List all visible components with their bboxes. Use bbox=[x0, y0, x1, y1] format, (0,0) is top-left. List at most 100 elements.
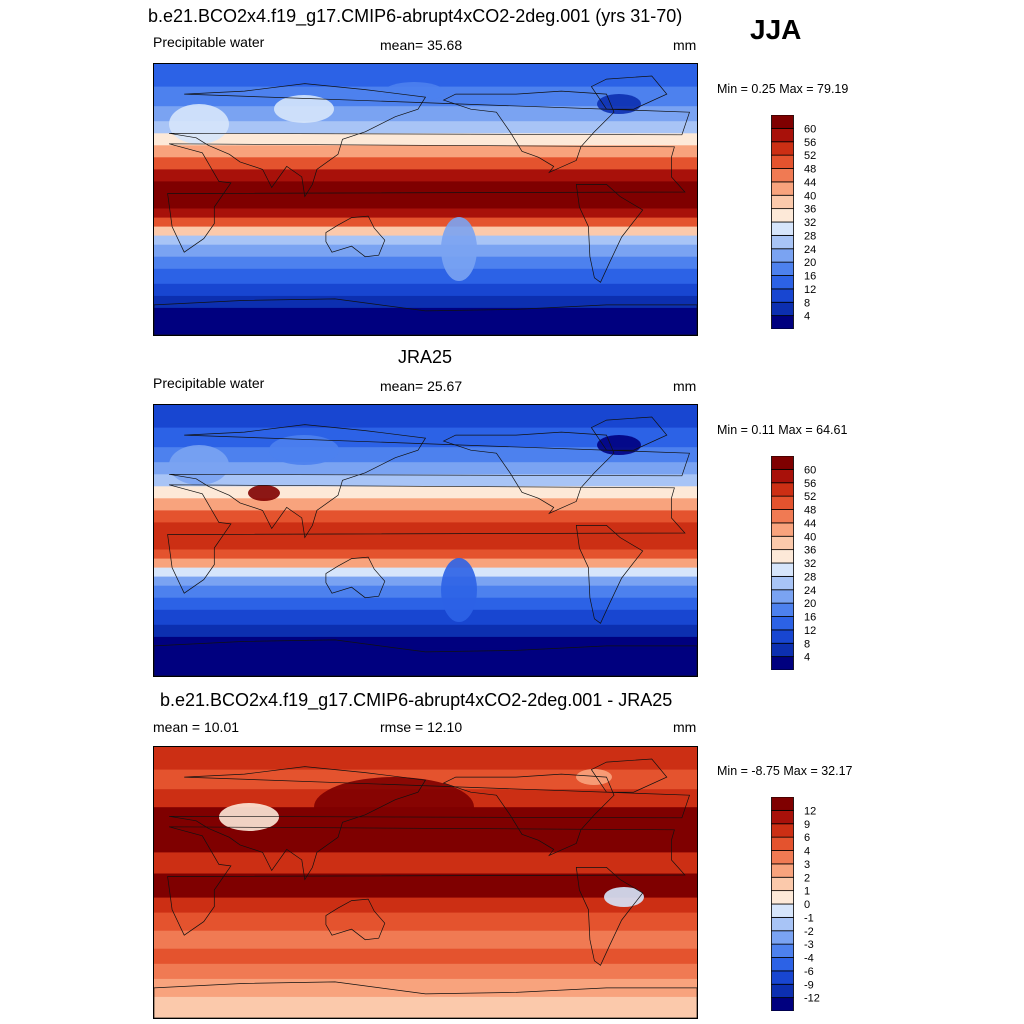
field-feature bbox=[604, 887, 644, 907]
colorbar-box bbox=[771, 562, 794, 577]
field-band bbox=[154, 244, 697, 258]
colorbar-tick-label: 1 bbox=[804, 886, 810, 898]
coastline bbox=[325, 898, 386, 941]
colorbar-tick-label: 44 bbox=[804, 518, 816, 530]
colorbar-box bbox=[771, 876, 794, 892]
colorbar-tick-label: 8 bbox=[804, 297, 810, 309]
field-feature bbox=[169, 104, 229, 144]
colorbar-box bbox=[771, 535, 794, 551]
panel-1-variable-label: Precipitable water bbox=[153, 34, 265, 50]
field-band bbox=[154, 486, 697, 499]
colorbar-tick-label: -6 bbox=[804, 966, 814, 978]
panel-2-map bbox=[153, 404, 698, 677]
coastline bbox=[154, 298, 697, 335]
colorbar-tick-label: 2 bbox=[804, 872, 810, 884]
colorbar-tick-label: 8 bbox=[804, 638, 810, 650]
field-band bbox=[154, 585, 697, 599]
field-feature bbox=[248, 485, 280, 501]
panel-2-mean-label: mean= 25.67 bbox=[380, 378, 463, 394]
field-band bbox=[154, 208, 697, 218]
coastline bbox=[154, 981, 697, 1018]
colorbar-box bbox=[771, 509, 794, 524]
field-band bbox=[154, 181, 697, 209]
colorbar-tick-label: 36 bbox=[804, 204, 816, 216]
coastline bbox=[167, 826, 686, 936]
colorbar-box bbox=[771, 616, 794, 631]
field-band bbox=[154, 948, 697, 965]
colorbar-tick-label: 4 bbox=[804, 846, 810, 858]
colorbar-tick-label: 12 bbox=[804, 625, 816, 637]
coastline bbox=[167, 484, 686, 594]
field-band bbox=[154, 64, 697, 88]
field-band bbox=[154, 217, 697, 228]
panel-1-title: b.e21.BCO2x4.f19_g17.CMIP6-abrupt4xCO2-2… bbox=[148, 6, 683, 26]
field-band bbox=[154, 576, 697, 587]
colorbar-tick-label: 28 bbox=[804, 571, 816, 583]
colorbar-box bbox=[771, 248, 794, 263]
colorbar-box bbox=[771, 275, 794, 290]
coastline bbox=[575, 184, 644, 283]
colorbar-tick-label: 6 bbox=[804, 832, 810, 844]
colorbar-box bbox=[771, 234, 794, 250]
coastline bbox=[442, 90, 615, 174]
panel-3-rmse-label: rmse = 12.10 bbox=[380, 719, 463, 735]
colorbar-tick-label: -9 bbox=[804, 979, 814, 991]
colorbar-tick-label: 20 bbox=[804, 598, 816, 610]
coastline bbox=[590, 758, 668, 793]
field-band bbox=[154, 912, 697, 932]
coastline bbox=[442, 773, 615, 857]
field-band bbox=[154, 498, 697, 511]
colorbar-box bbox=[771, 549, 794, 564]
field-band bbox=[154, 897, 697, 914]
field-feature bbox=[441, 217, 477, 281]
colorbar-box bbox=[771, 127, 794, 143]
field-band bbox=[154, 636, 697, 650]
colorbar-box bbox=[771, 916, 794, 932]
field-band bbox=[154, 648, 697, 676]
panel-3-map bbox=[153, 746, 698, 1019]
colorbar-box bbox=[771, 823, 794, 838]
field-band bbox=[154, 978, 697, 998]
colorbar-box bbox=[771, 455, 794, 470]
colorbar-box bbox=[771, 194, 794, 210]
field-band bbox=[154, 283, 697, 297]
colorbar-box bbox=[771, 301, 794, 317]
field-feature bbox=[597, 94, 641, 114]
coastline bbox=[325, 215, 386, 258]
panel-1-colorbar: 4 8 12 16 20 24 28 32 36 40 44 48 52 56 60 bbox=[771, 114, 841, 330]
panel-2-variable-label: Precipitable water bbox=[153, 375, 265, 391]
colorbar-tick-label: 40 bbox=[804, 190, 816, 202]
panel-3-colorbar: -12 -9 -6 -4 -3 -2 -1 0 1 2 3 4 6 9 12 bbox=[771, 796, 841, 1012]
colorbar-tick-label: 12 bbox=[804, 805, 816, 817]
panel-3-title: b.e21.BCO2x4.f19_g17.CMIP6-abrupt4xCO2-2… bbox=[160, 690, 673, 710]
colorbar-tick-label: 48 bbox=[804, 164, 816, 176]
colorbar-box bbox=[771, 983, 794, 999]
field-feature bbox=[169, 445, 229, 485]
colorbar-tick-label: -12 bbox=[804, 993, 820, 1005]
colorbar-tick-label: 44 bbox=[804, 177, 816, 189]
colorbar-box bbox=[771, 495, 794, 510]
colorbar-tick-label: -1 bbox=[804, 912, 814, 924]
panel-2-units: mm bbox=[673, 378, 697, 394]
panel-3-minmax: Min = -8.75 Max = 32.17 bbox=[717, 764, 853, 778]
colorbar-box bbox=[771, 796, 794, 811]
field-band bbox=[154, 169, 697, 182]
field-band bbox=[154, 837, 697, 853]
field-band bbox=[154, 996, 697, 1018]
field-band bbox=[154, 558, 697, 569]
field-band bbox=[154, 963, 697, 980]
field-band bbox=[154, 268, 697, 285]
colorbar-tick-label: 0 bbox=[804, 899, 810, 911]
colorbar-box bbox=[771, 642, 794, 658]
coastline bbox=[325, 556, 386, 599]
colorbar-box bbox=[771, 221, 794, 236]
field-band bbox=[154, 295, 697, 309]
field-band bbox=[154, 747, 697, 771]
colorbar-box bbox=[771, 629, 794, 644]
colorbar-box bbox=[771, 181, 794, 196]
colorbar-box bbox=[771, 850, 794, 865]
colorbar-box bbox=[771, 863, 794, 878]
colorbar-tick-label: 9 bbox=[804, 819, 810, 831]
field-band bbox=[154, 235, 697, 246]
panel-3-mean-label: mean = 10.01 bbox=[153, 719, 240, 735]
